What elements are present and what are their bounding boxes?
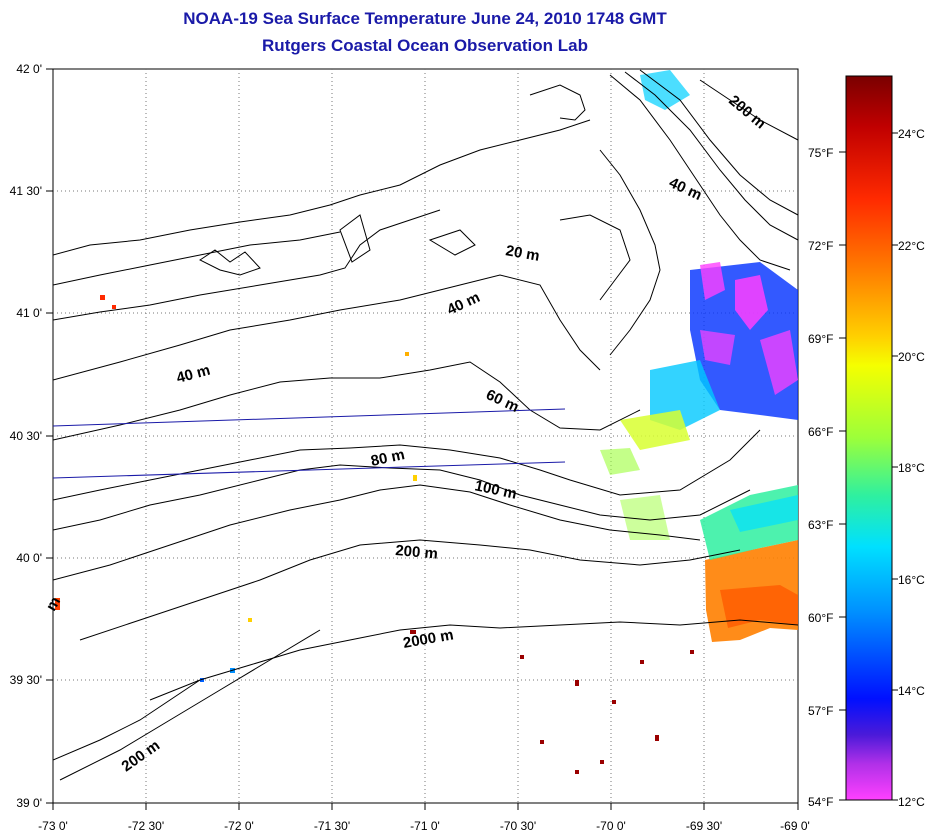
colorbar-celsius-labels: 24°C 22°C 20°C 18°C 16°C 14°C 12°C xyxy=(898,127,925,809)
celsius-label: 22°C xyxy=(898,239,925,253)
celsius-label: 14°C xyxy=(898,684,925,698)
colorbar-fahrenheit-labels: 75°F 72°F 69°F 66°F 63°F 60°F 57°F 54°F xyxy=(808,146,833,809)
longitude-labels: -73 0' -72 30' -72 0' -71 30' -71 0' -70… xyxy=(38,819,810,833)
fahrenheit-label: 57°F xyxy=(808,704,833,718)
colorbar-ticks xyxy=(839,132,898,801)
contour-label-20m: 20 m xyxy=(504,242,541,265)
fahrenheit-label: 69°F xyxy=(808,332,833,346)
lon-label: -70 30' xyxy=(500,819,536,833)
fahrenheit-label: 54°F xyxy=(808,795,833,809)
contour-label-80m: 80 m xyxy=(369,446,406,470)
lon-label: -69 30' xyxy=(686,819,722,833)
lat-label: 40 30' xyxy=(10,429,42,443)
latitude-labels: 42 0' 41 30' 41 0' 40 30' 40 0' 39 30' 3… xyxy=(10,62,42,810)
contour-label-200m-mid: 200 m xyxy=(395,542,439,563)
lat-label: 39 0' xyxy=(16,796,42,810)
celsius-label: 18°C xyxy=(898,461,925,475)
fahrenheit-label: 60°F xyxy=(808,611,833,625)
lon-label: -73 0' xyxy=(38,819,68,833)
fahrenheit-label: 66°F xyxy=(808,425,833,439)
lon-label: -72 30' xyxy=(128,819,164,833)
axis-ticks xyxy=(46,68,799,810)
temperature-colorbar xyxy=(845,75,893,801)
lon-label: -71 0' xyxy=(410,819,440,833)
lat-label: 41 0' xyxy=(16,306,42,320)
lat-label: 39 30' xyxy=(10,673,42,687)
map-title: NOAA-19 Sea Surface Temperature June 24,… xyxy=(183,9,667,28)
celsius-label: 24°C xyxy=(898,127,925,141)
celsius-label: 20°C xyxy=(898,350,925,364)
transect-lines xyxy=(52,408,566,479)
graticule xyxy=(53,69,798,803)
lon-label: -71 30' xyxy=(314,819,350,833)
celsius-label: 16°C xyxy=(898,573,925,587)
lon-label: -70 0' xyxy=(596,819,626,833)
lon-label: -69 0' xyxy=(780,819,810,833)
lat-label: 41 30' xyxy=(10,184,42,198)
celsius-label: 12°C xyxy=(898,795,925,809)
bathymetry-contours xyxy=(53,69,798,781)
lon-label: -72 0' xyxy=(224,819,254,833)
fahrenheit-label: 63°F xyxy=(808,518,833,532)
lat-label: 40 0' xyxy=(16,551,42,565)
sst-imagery xyxy=(55,70,798,774)
fahrenheit-label: 75°F xyxy=(808,146,833,160)
fahrenheit-label: 72°F xyxy=(808,239,833,253)
map-subtitle: Rutgers Coastal Ocean Observation Lab xyxy=(262,36,588,55)
lat-label: 42 0' xyxy=(16,62,42,76)
